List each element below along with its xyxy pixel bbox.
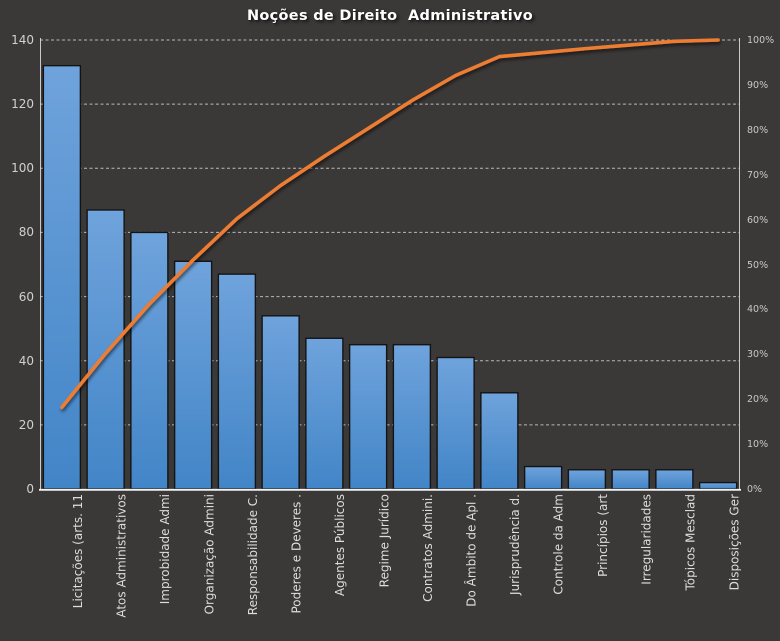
- category-tick-text: Princípios (art: [595, 494, 610, 577]
- category-tick-text: Do Âmbito de Apl .: [464, 494, 479, 607]
- left-axis-tick-label: 20: [18, 417, 34, 432]
- left-axis-tick-label: 60: [18, 289, 34, 304]
- left-axis-tick-label: 80: [18, 225, 34, 240]
- bar: [130, 231, 169, 490]
- bar: [305, 337, 344, 490]
- cumulative-line: [60, 38, 720, 410]
- category-tick-text: Poderes e Deveres .: [289, 494, 304, 614]
- right-axis-tick-label: 70%: [747, 169, 769, 181]
- category-tick-label: Tópicos Mesclad: [666, 494, 697, 640]
- category-tick-label: Licitações (arts. 11: [54, 494, 85, 640]
- bar: [523, 465, 563, 490]
- right-axis-tick-label: 80%: [747, 124, 769, 136]
- category-tick-text: Atos Administrativos: [114, 494, 129, 618]
- bar: [42, 64, 82, 490]
- category-tick-text: Licitações (arts. 11: [70, 494, 85, 609]
- bar: [348, 343, 388, 490]
- category-tick-text: Disposições Ger: [727, 494, 742, 591]
- right-axis-tick-label: 20%: [747, 394, 769, 406]
- category-tick-label: Responsabilidade C.: [229, 494, 260, 640]
- category-tick-text: Organização Admini: [202, 494, 217, 615]
- right-axis-tick-label: 40%: [747, 304, 769, 316]
- category-tick-label: Irregularidades: [623, 494, 654, 640]
- right-axis-tick-label: 50%: [747, 259, 769, 271]
- category-tick-label: Regime Jurídico: [360, 494, 391, 640]
- chart-title: Noções de Direito Administrativo: [246, 8, 534, 24]
- left-axis-tick-label: 40: [18, 353, 34, 368]
- bar: [567, 469, 607, 490]
- bar: [392, 343, 432, 490]
- right-axis-tick-label: 0%: [747, 484, 763, 495]
- bar: [436, 356, 475, 490]
- category-tick-label: Atos Administrativos: [98, 494, 129, 640]
- bar: [261, 315, 300, 490]
- bar: [86, 209, 125, 490]
- category-tick-label: Agentes Públicos: [316, 494, 347, 640]
- category-tick-label: Disposições Ger: [710, 494, 741, 640]
- category-tick-text: Jurisprudência d.: [508, 494, 523, 595]
- bar: [698, 481, 738, 490]
- left-axis-tick-label: 120: [11, 97, 34, 112]
- category-tick-label: Princípios (art: [579, 494, 610, 640]
- right-axis-tick-label: 100%: [747, 35, 775, 46]
- category-tick-text: Irregularidades: [639, 494, 654, 585]
- category-tick-label: Jurisprudência d.: [491, 494, 522, 640]
- right-axis-tick-label: 30%: [747, 349, 769, 361]
- right-axis-tick-label: 10%: [747, 439, 769, 451]
- bar: [480, 392, 519, 490]
- left-axis-tick-label: 0: [26, 482, 34, 496]
- category-tick-text: Controle da Adm: [552, 494, 567, 595]
- category-tick-label: Do Âmbito de Apl .: [448, 494, 479, 640]
- category-tick-label: Contratos Admini.: [404, 494, 435, 640]
- right-axis-tick-label: 60%: [747, 214, 769, 226]
- category-tick-text: Regime Jurídico: [377, 494, 392, 588]
- left-axis-tick-label: 100: [11, 161, 34, 176]
- category-tick-text: Agentes Públicos: [333, 494, 348, 597]
- right-axis-tick-label: 90%: [747, 79, 769, 91]
- category-tick-text: Improbidade Admi: [158, 494, 173, 605]
- left-axis-tick-label: 140: [11, 33, 34, 47]
- category-tick-text: Responsabilidade C.: [245, 494, 260, 616]
- bar: [611, 469, 650, 490]
- category-tick-label: Poderes e Deveres .: [273, 494, 304, 640]
- category-tick-label: Controle da Adm: [535, 494, 566, 640]
- bar: [173, 260, 213, 490]
- bar: [655, 469, 694, 490]
- category-tick-text: Tópicos Mesclad: [683, 494, 698, 591]
- bar: [217, 273, 257, 490]
- category-tick-label: Improbidade Admi: [141, 494, 172, 640]
- category-tick-label: Organização Admini: [185, 494, 216, 640]
- category-tick-text: Contratos Admini.: [420, 494, 435, 602]
